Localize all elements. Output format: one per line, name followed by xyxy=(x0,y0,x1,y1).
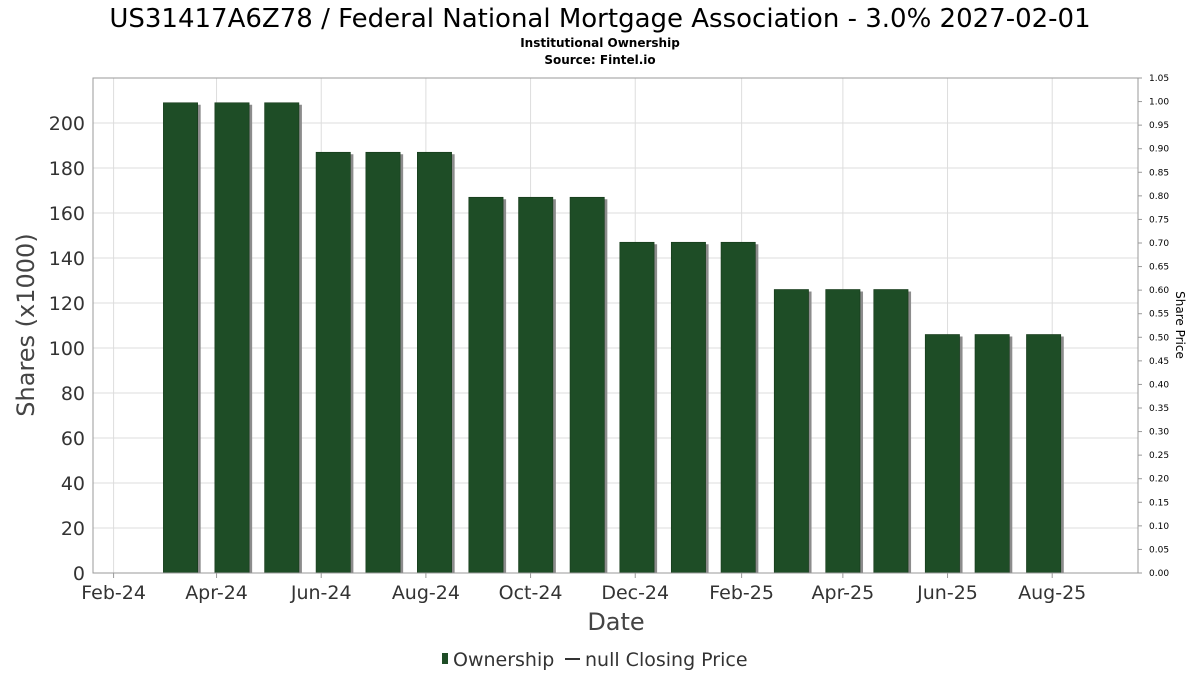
y-tick-label: 120 xyxy=(49,293,85,315)
ownership-bar xyxy=(670,241,706,574)
ownership-bar xyxy=(773,289,809,574)
y2-tick-label: 0.75 xyxy=(1149,215,1169,225)
y2-tick-label: 0.35 xyxy=(1149,404,1169,414)
ownership-bar xyxy=(974,334,1010,574)
y2-tick-label: 0.00 xyxy=(1149,569,1169,579)
y2-tick-label: 0.05 xyxy=(1149,545,1169,555)
ownership-bar xyxy=(315,151,351,574)
y-tick-label: 20 xyxy=(61,518,85,540)
x-tick-label: Jun-25 xyxy=(916,582,978,604)
y-tick-label: 140 xyxy=(49,248,85,270)
x-tick-label: Aug-24 xyxy=(392,582,460,604)
y2-tick-label: 0.15 xyxy=(1149,498,1169,508)
y2-tick-label: 0.70 xyxy=(1149,239,1169,249)
ownership-bar xyxy=(264,102,300,574)
y-tick-label: 200 xyxy=(49,113,85,135)
y2-tick-label: 0.95 xyxy=(1149,121,1169,131)
y2-tick-label: 0.55 xyxy=(1149,310,1169,320)
y-tick-label: 0 xyxy=(73,563,85,585)
y2-tick-label: 0.40 xyxy=(1149,380,1169,390)
chart-subtitle-1: Institutional Ownership xyxy=(520,36,680,50)
y2-tick-label: 0.90 xyxy=(1149,145,1169,155)
ownership-bar xyxy=(417,151,452,574)
y2-tick-label: 0.65 xyxy=(1149,263,1169,273)
ownership-bar xyxy=(720,241,756,574)
ownership-bar xyxy=(518,196,554,574)
y-tick-label: 160 xyxy=(49,203,85,225)
y2-tick-label: 0.25 xyxy=(1149,451,1169,461)
y2-tick-label: 1.05 xyxy=(1149,74,1169,84)
ownership-bar xyxy=(873,289,909,574)
y2-tick-label: 0.45 xyxy=(1149,357,1169,367)
plot-frame xyxy=(92,77,1139,574)
ownership-bar xyxy=(163,102,198,574)
ownership-bar xyxy=(365,151,401,574)
y-axis-label: Shares (x1000) xyxy=(12,233,40,416)
chart-subtitle-2: Source: Fintel.io xyxy=(544,53,655,67)
ownership-bar xyxy=(569,196,605,574)
x-axis-label: Date xyxy=(587,608,644,636)
y-tick-label: 40 xyxy=(61,473,85,495)
y2-axis-label: Share Price xyxy=(1173,291,1187,359)
y2-tick-label: 0.10 xyxy=(1149,522,1169,532)
ownership-bar xyxy=(214,102,250,574)
y2-tick-label: 0.30 xyxy=(1149,428,1169,438)
chart-title: US31417A6Z78 / Federal National Mortgage… xyxy=(109,4,1090,34)
x-tick-label: Aug-25 xyxy=(1018,582,1086,604)
ownership-bar xyxy=(468,196,504,574)
y-tick-label: 100 xyxy=(49,338,85,360)
y2-axis-ticks: 0.00 0.05 0.10 0.15 0.20 0.25 0.30 0.35 0.40 0.45… xyxy=(1138,74,1169,579)
x-tick-label: Jun-24 xyxy=(290,582,352,604)
x-axis-ticks: Feb-24 Apr-24 Jun-24 Aug-24 Oct-24 Dec-24 Feb-… xyxy=(81,573,1086,604)
legend-price-label: null Closing Price xyxy=(585,649,748,671)
y2-tick-label: 0.85 xyxy=(1149,168,1169,178)
bars xyxy=(163,102,1064,574)
y-axis-ticks: 0 20 40 60 80 100 120 140 160 180 200 xyxy=(49,113,85,585)
y-tick-label: 180 xyxy=(49,158,85,180)
y2-tick-label: 1.00 xyxy=(1149,98,1169,108)
y-tick-label: 80 xyxy=(61,383,85,405)
ownership-bar xyxy=(924,334,960,574)
y-tick-label: 60 xyxy=(61,428,85,450)
x-tick-label: Oct-24 xyxy=(499,582,563,604)
x-tick-label: Feb-25 xyxy=(709,582,774,604)
ownership-bar xyxy=(619,241,655,574)
x-tick-label: Apr-24 xyxy=(185,582,248,604)
ownership-bar xyxy=(1026,334,1062,574)
y2-tick-label: 0.50 xyxy=(1149,333,1169,343)
y2-tick-label: 0.20 xyxy=(1149,475,1169,485)
legend-ownership-label: Ownership xyxy=(453,649,554,671)
legend: Ownership null Closing Price xyxy=(442,649,748,671)
x-tick-label: Dec-24 xyxy=(601,582,669,604)
x-tick-label: Apr-25 xyxy=(812,582,875,604)
y2-tick-label: 0.80 xyxy=(1149,192,1169,202)
ownership-bar xyxy=(825,289,861,574)
y2-tick-label: 0.60 xyxy=(1149,286,1169,296)
legend-ownership-swatch xyxy=(442,653,448,664)
x-tick-label: Feb-24 xyxy=(81,582,146,604)
